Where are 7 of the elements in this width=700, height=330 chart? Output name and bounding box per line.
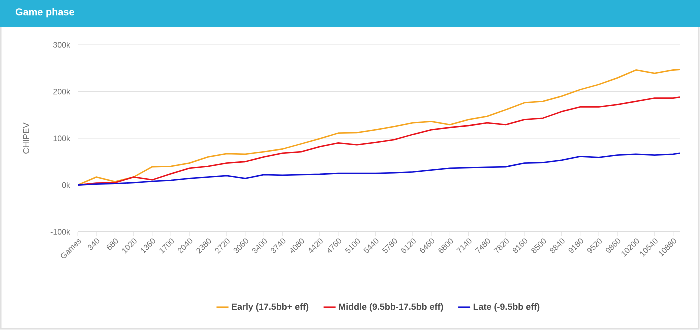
legend-label: Late (-9.5bb eff): [474, 304, 540, 312]
line-series: [78, 69, 680, 186]
legend-label: Early (17.5bb+ eff): [232, 304, 309, 312]
chart-title: Game phase: [16, 8, 74, 18]
y-axis-title: CHIPEV: [23, 122, 30, 154]
legend-label: Middle (9.5bb-17.5bb eff): [339, 304, 444, 312]
line-series: [78, 96, 680, 186]
